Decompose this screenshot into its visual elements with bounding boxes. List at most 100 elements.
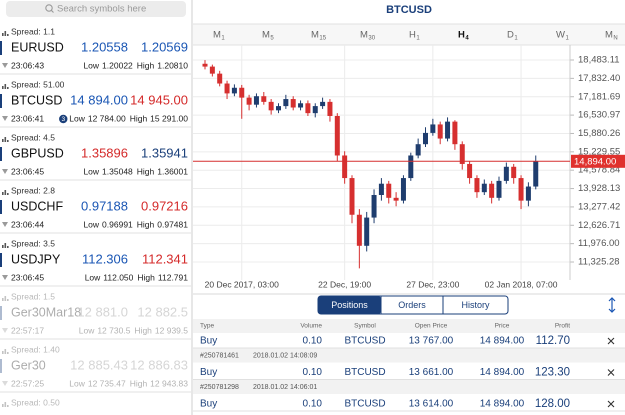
spread-icon	[4, 243, 7, 248]
x-tick-label: 27 Dec, 23:00	[406, 279, 459, 289]
candle-body	[327, 101, 333, 116]
row-marker	[0, 359, 2, 373]
spread-icon	[4, 190, 7, 195]
timeframe[interactable]: H	[409, 30, 416, 41]
low-value: 0.96991	[102, 219, 133, 229]
open-time: 2018.01.02 14:08:09	[253, 352, 317, 359]
symbol-row[interactable]: Spread: 3.5 USDJPY 112.306 112.341 23:06:45 1…	[0, 238, 188, 282]
spread-icon	[7, 193, 9, 195]
high-label: High	[137, 272, 155, 282]
timeframe-sub[interactable]: 4	[465, 36, 469, 42]
candle-body	[452, 121, 458, 145]
timeframe-sub[interactable]: 30	[368, 36, 375, 42]
y-tick-label: 13,928.13	[578, 183, 620, 194]
row-marker	[0, 253, 2, 267]
y-tick-label: 16,530.97	[578, 110, 620, 121]
low-value: 12 730.5	[97, 325, 130, 335]
badge	[59, 114, 68, 124]
candle-body	[496, 180, 502, 198]
timeframe-sub[interactable]: 1	[416, 36, 420, 42]
sort-icon[interactable]	[608, 297, 616, 313]
low-value: 12 735.47	[88, 378, 126, 388]
timeframe-sub[interactable]: 5	[270, 36, 274, 42]
tab[interactable]: Positions	[331, 300, 368, 310]
column-header: Volume	[300, 323, 322, 330]
search-icon-handle	[50, 9, 54, 13]
row-marker	[0, 306, 2, 320]
close-button[interactable]	[607, 400, 615, 408]
spread-icon	[4, 137, 7, 142]
timeframe[interactable]: M	[605, 30, 613, 41]
symbol-row[interactable]: Spread: 1.40 Ger30 12 885.43 12 886.83 22:57…	[0, 344, 188, 388]
column-header: Open Price	[415, 323, 448, 330]
timeframe[interactable]: H	[458, 30, 465, 41]
timeframe-sub[interactable]: 15	[319, 36, 326, 42]
low-value: 112.050	[103, 272, 133, 282]
cell-type: Buy	[200, 367, 217, 378]
timeframe-sub[interactable]: N	[613, 36, 617, 42]
tick-arrow	[2, 222, 8, 227]
tab[interactable]: History	[461, 300, 490, 310]
cell-price: 14 894.00	[480, 336, 525, 347]
high-value: 1.36001	[157, 166, 188, 176]
timeframe-sub[interactable]: 1	[221, 36, 225, 42]
timeframe[interactable]: M	[311, 30, 319, 41]
y-tick-label: 17,832.40	[578, 73, 620, 84]
timeframe[interactable]: D	[507, 30, 514, 41]
tab-selected[interactable]	[318, 296, 381, 314]
time: 23:06:45	[11, 166, 44, 176]
high-label: High	[134, 325, 152, 335]
cell-price: 14 894.00	[480, 367, 525, 378]
y-tick-label: 11,976.00	[578, 238, 620, 249]
spread-icon	[2, 192, 4, 195]
timeframe[interactable]: M	[360, 30, 368, 41]
time: 22:57:17	[11, 325, 44, 335]
spread-icon	[7, 34, 9, 36]
candle-body	[342, 155, 348, 179]
time: 23:06:44	[11, 219, 44, 229]
column-header: Type	[200, 323, 214, 330]
spread: Spread: 4.5	[11, 132, 55, 142]
high-value: 1.20810	[157, 60, 188, 70]
timeframe-sub[interactable]: 1	[514, 36, 518, 42]
sort-icon-up	[608, 297, 616, 302]
spread: Spread: 1.5	[11, 291, 55, 301]
timeframe[interactable]: W	[556, 30, 565, 41]
timeframe[interactable]: M	[213, 30, 221, 41]
tab[interactable]: Orders	[398, 300, 426, 310]
cell-volume: 0.10	[303, 399, 323, 410]
candle-body	[261, 96, 267, 102]
spread-icon	[2, 298, 4, 301]
cell-volume: 0.10	[303, 367, 323, 378]
x-tick-label: 02 Jan 2018, 07:00	[485, 279, 558, 289]
ticket: #250781298	[200, 384, 239, 391]
close-button[interactable]	[607, 369, 615, 376]
candle-body	[393, 197, 399, 201]
spread: Spread: 1.1	[11, 26, 55, 36]
candle-body	[209, 66, 215, 74]
spread-icon	[4, 31, 7, 36]
symbol-row[interactable]: Spread: 1.1 EURUSD 1.20558 1.20569 23:06:43 1…	[0, 26, 188, 70]
timeframe[interactable]: M	[262, 30, 270, 41]
candle-body	[268, 101, 274, 111]
timeframe-sub[interactable]: 1	[565, 36, 569, 42]
close-button[interactable]	[607, 337, 615, 345]
spread-icon	[2, 351, 4, 354]
candle-body	[231, 87, 237, 94]
low-label: Low	[85, 272, 101, 282]
candle-body	[364, 217, 370, 246]
candle-body	[437, 124, 443, 139]
row-marker	[0, 94, 2, 108]
symbol-row[interactable]: Spread: 2.8 USDCHF 0.97188 0.97216 23:06:44 0…	[0, 185, 188, 229]
symbol-row[interactable]: Spread: 51.00 BTCUSD 14 894.00 14 945.00 23:…	[0, 79, 188, 123]
y-tick-label: 15,229.55	[578, 146, 620, 157]
tick-arrow	[2, 275, 8, 280]
symbol-row[interactable]: Spread: 4.5 GBPUSD 1.35896 1.35941 23:06:45 1…	[0, 132, 188, 176]
high-value: 15 291.00	[150, 113, 188, 123]
symbol-row[interactable]: Spread: 0.50	[2, 397, 60, 407]
candle-body	[239, 87, 245, 98]
low-value: 1.35048	[102, 166, 133, 176]
ask: 12 882.5	[137, 304, 188, 319]
